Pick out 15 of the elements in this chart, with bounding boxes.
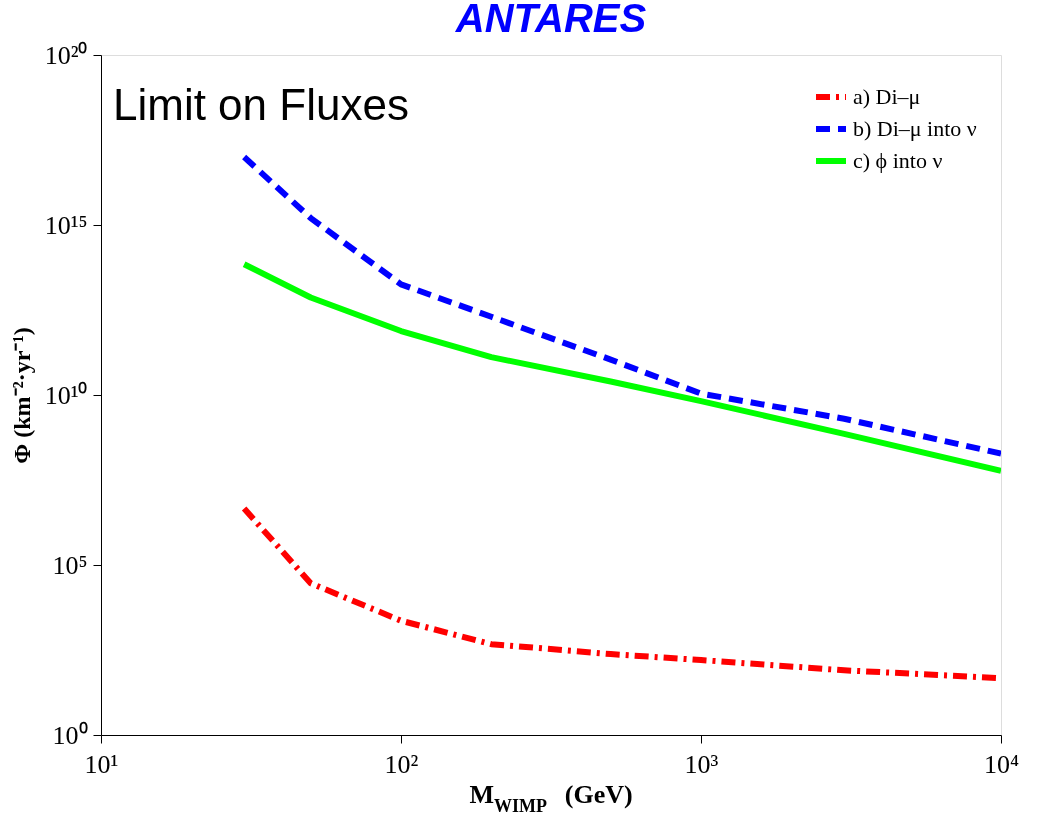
annotation: Limit on Fluxes xyxy=(113,80,409,129)
x-tick-label: 10² xyxy=(384,749,419,779)
y-tick-label: 10⁰ xyxy=(52,720,88,750)
legend-label: b) Di–μ into ν xyxy=(853,116,977,141)
y-tick-label: 10¹⁵ xyxy=(44,210,88,240)
y-tick-label: 10¹⁰ xyxy=(44,380,88,410)
legend-label: c) ϕ into ν xyxy=(853,148,943,173)
legend-label: a) Di–μ xyxy=(853,84,921,109)
y-axis-title: Φ (km⁻²·yr⁻¹) xyxy=(8,327,35,464)
x-tick-label: 10¹ xyxy=(84,749,119,779)
chart-title: ANTARES xyxy=(454,0,647,40)
x-tick-label: 10³ xyxy=(684,749,719,779)
y-tick-label: 10²⁰ xyxy=(44,40,88,70)
x-tick-label: 10⁴ xyxy=(983,749,1020,779)
y-tick-label: 10⁵ xyxy=(52,550,88,580)
